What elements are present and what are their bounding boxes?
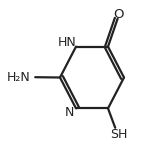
Text: N: N: [65, 106, 74, 119]
Text: H₂N: H₂N: [7, 71, 31, 84]
Text: HN: HN: [57, 36, 76, 49]
Text: O: O: [113, 8, 124, 21]
Text: SH: SH: [110, 128, 127, 141]
